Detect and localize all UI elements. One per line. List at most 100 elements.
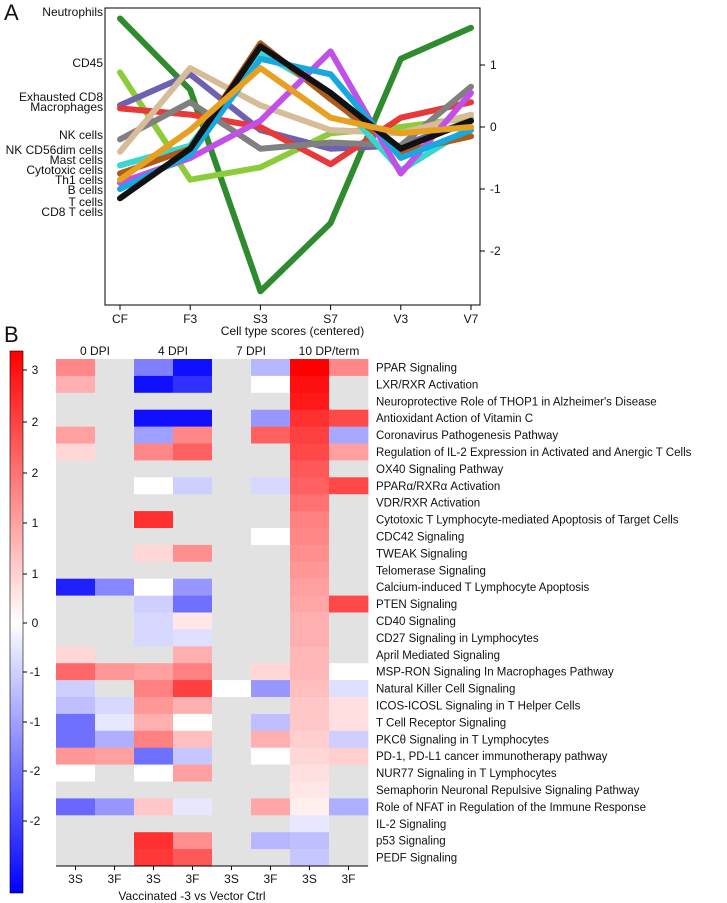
- heatmap-cell: [95, 764, 135, 782]
- heatmap-cell: [134, 798, 174, 816]
- series-label: NK cells: [59, 128, 103, 142]
- row-label: VDR/RXR Activation: [376, 498, 480, 510]
- heatmap-cell: [173, 359, 213, 377]
- heatmap-cell: [251, 612, 291, 630]
- heatmap-cell: [212, 409, 252, 427]
- heatmap-cell: [251, 561, 291, 580]
- series-label: Neutrophils: [42, 5, 103, 19]
- row-label: CDC42 Signaling: [376, 531, 464, 543]
- heatmap-cell: [173, 781, 213, 799]
- row-label: Role of NFAT in Regulation of the Immune…: [376, 802, 646, 814]
- heatmap-cell: [56, 680, 96, 698]
- heatmap-cell: [56, 781, 96, 799]
- heatmap-cell: [329, 561, 369, 580]
- heatmap-cell: [134, 680, 174, 698]
- heatmap-cell: [329, 781, 369, 799]
- heatmap-cell: [95, 798, 135, 816]
- heatmap-cell: [329, 730, 369, 749]
- heatmap-cell: [56, 646, 96, 664]
- heatmap-cell: [251, 697, 291, 715]
- heatmap-cell: [290, 680, 330, 698]
- series-label: B cells: [68, 183, 103, 197]
- heatmap-cell: [251, 359, 291, 377]
- heatmap-cell: [251, 528, 291, 546]
- heatmap-cell: [173, 460, 213, 478]
- heatmap-cell: [95, 781, 135, 799]
- heatmap-cell: [212, 578, 252, 596]
- heatmap-cell: [173, 544, 213, 563]
- column-label: 3F: [263, 872, 277, 886]
- heatmap-cell: [251, 426, 291, 444]
- heatmap-cell: [212, 781, 252, 799]
- heatmap-cell: [251, 409, 291, 427]
- colorbar-tick-label: -2: [30, 764, 41, 778]
- colorbar-tick-label: -1: [30, 665, 41, 679]
- heatmap-cell: [56, 849, 96, 867]
- heatmap-cell: [134, 612, 174, 630]
- row-label: CD27 Signaling in Lymphocytes: [376, 633, 539, 645]
- heatmap-cell: [329, 460, 369, 478]
- heatmap-cell: [56, 612, 96, 630]
- line-chart: CF F3 S3 S7 V3 V7 Cell type scores (centered) -…: [6, 5, 501, 338]
- heatmap-cell: [173, 426, 213, 444]
- row-label: PPARα/RXRα Activation: [376, 481, 500, 493]
- row-label: Cytotoxic T Lymphocyte-mediated Apoptosi…: [376, 515, 679, 527]
- heatmap-cell: [134, 663, 174, 681]
- heatmap-cell: [290, 578, 330, 596]
- row-label: Coronavirus Pathogenesis Pathway: [376, 430, 558, 442]
- heatmap-cell: [329, 815, 369, 833]
- colorbar-tick-label: -2: [30, 814, 41, 828]
- heatmap-cell: [95, 815, 135, 833]
- heatmap-chart: PPAR Signaling LXR/RXR Activation Neuropro…: [9, 344, 692, 903]
- heatmap-cell: [329, 747, 369, 765]
- heatmap-cell: [95, 646, 135, 664]
- heatmap-cell: [290, 392, 330, 411]
- heatmap-cell: [251, 849, 291, 867]
- heatmap-cell: [251, 781, 291, 799]
- heatmap-cell: [173, 392, 213, 411]
- heatmap-cell: [173, 680, 213, 698]
- heatmap-cell: [251, 629, 291, 647]
- heatmap-cell: [251, 663, 291, 681]
- heatmap-cell: [173, 730, 213, 749]
- heatmap-cell: [212, 460, 252, 478]
- heatmap-cell: [290, 561, 330, 580]
- heatmap-cell: [134, 578, 174, 596]
- heatmap-cell: [56, 511, 96, 529]
- series-label: CD8 T cells: [41, 205, 103, 219]
- heatmap-cell: [212, 392, 252, 411]
- heatmap-cell: [95, 612, 135, 630]
- heatmap-cell: [212, 730, 252, 749]
- heatmap-cell: [56, 443, 96, 461]
- heatmap-cell: [251, 595, 291, 613]
- heatmap-cell: [212, 764, 252, 782]
- colorbar-tick-label: 1: [32, 567, 39, 581]
- series-label: Mast cells: [50, 153, 103, 167]
- heatmap-cell: [212, 849, 252, 867]
- heatmap-cell: [95, 460, 135, 478]
- heatmap-cell: [95, 544, 135, 563]
- heatmap-cell: [329, 359, 369, 377]
- column-label: 3S: [68, 872, 83, 886]
- heatmap-cell: [290, 663, 330, 681]
- row-label: Natural Killer Cell Signaling: [376, 684, 515, 696]
- heatmap-cell: [290, 849, 330, 867]
- column-label: 3S: [146, 872, 161, 886]
- heatmap-cell: [329, 477, 369, 495]
- heatmap-cell: [134, 392, 174, 411]
- series-line-cd8-t-cells: [117, 65, 474, 183]
- heatmap-cell: [212, 426, 252, 444]
- heatmap-cell: [56, 409, 96, 427]
- series-label: T cells: [69, 195, 103, 209]
- heatmap-cell: [290, 511, 330, 529]
- heatmap-cell: [95, 697, 135, 715]
- heatmap-cell: [95, 832, 135, 850]
- heatmap-cell: [251, 443, 291, 461]
- heatmap-cell: [251, 511, 291, 529]
- heatmap-cell: [95, 595, 135, 613]
- heatmap-cell: [290, 460, 330, 478]
- colorbar-tick-label: 2: [32, 415, 39, 429]
- heatmap-cell: [251, 730, 291, 749]
- row-label: April Mediated Signaling: [376, 650, 500, 662]
- colorbar-tick-label: 0: [32, 616, 39, 630]
